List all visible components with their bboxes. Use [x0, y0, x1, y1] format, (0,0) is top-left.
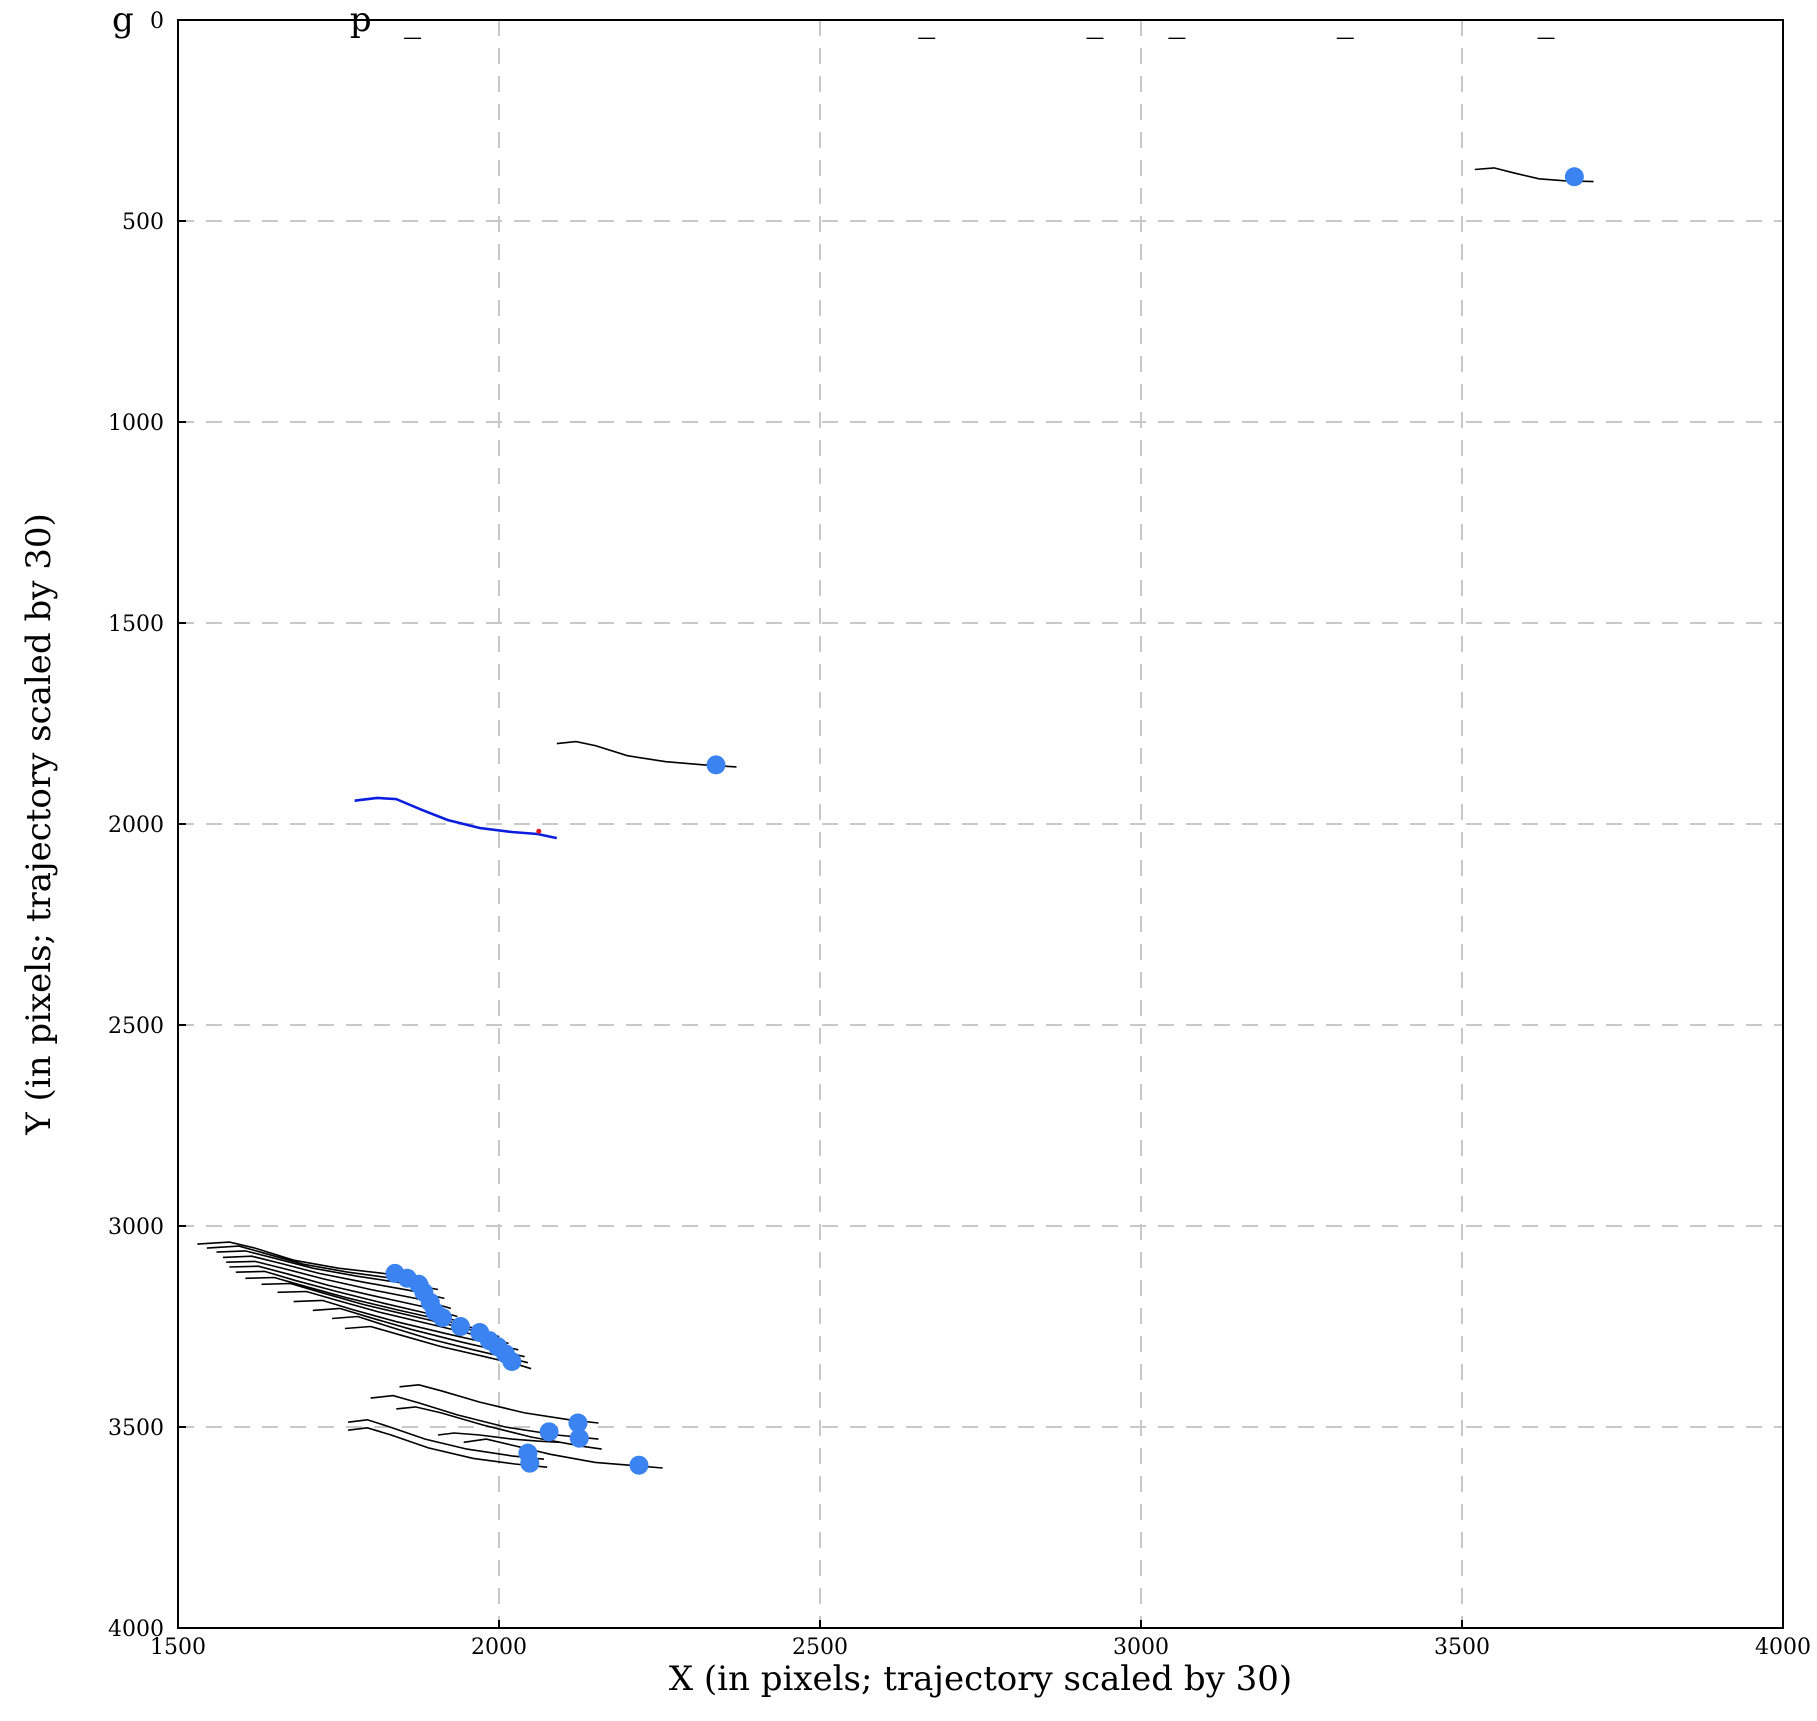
x-tick-label: 2500 [792, 1635, 848, 1660]
y-tick-label: 1000 [108, 411, 164, 436]
x-tick-label: 4000 [1755, 1635, 1811, 1660]
position-points [385, 167, 1584, 1475]
trajectory-line [226, 1260, 452, 1310]
trajectory-line [437, 1432, 561, 1444]
position-point [629, 1455, 649, 1475]
y-axis-label: Y (in pixels; trajectory scaled by 30) [19, 513, 59, 1136]
trajectory-line [348, 1418, 544, 1460]
x-tick-label: 2000 [471, 1635, 527, 1660]
position-point [569, 1428, 589, 1448]
position-point [450, 1317, 470, 1336]
y-tick-label: 1500 [108, 612, 164, 637]
y-tick-label: 500 [122, 210, 164, 235]
highlighted-trajectory-line [354, 796, 558, 840]
x-axis-label: X (in pixels; trajectory scaled by 30) [669, 1659, 1292, 1699]
x-tick-label: 1500 [150, 1635, 206, 1660]
trajectory-line [197, 1241, 416, 1280]
position-point [539, 1422, 559, 1442]
grid [178, 20, 1783, 1628]
y-tick-label: 2500 [108, 1014, 164, 1039]
y-tick-label: 0 [150, 9, 164, 34]
highlighted-endpoint [536, 828, 542, 834]
position-point [1564, 167, 1584, 187]
y-tick-label: 3000 [108, 1215, 164, 1240]
y-tick-label: 3500 [108, 1416, 164, 1441]
position-point [706, 755, 726, 775]
position-point [568, 1413, 588, 1433]
axis-ticks: 1500 2000 2500 3000 3500 4000 0 500 1000 1500 2000… [108, 9, 1811, 1660]
highlighted-trajectory [354, 796, 558, 840]
position-point [520, 1453, 540, 1473]
position-point [433, 1308, 453, 1328]
plot-frame [177, 19, 1784, 1629]
position-point [502, 1351, 522, 1371]
trajectory-line [348, 1426, 548, 1468]
y-tick-label: 2000 [108, 813, 164, 838]
x-tick-label: 3500 [1434, 1635, 1490, 1660]
y-tick-label: 4000 [108, 1617, 164, 1642]
trajectory-line [222, 1255, 445, 1300]
trajectory-line [556, 740, 737, 768]
x-tick-label: 3000 [1113, 1635, 1169, 1660]
